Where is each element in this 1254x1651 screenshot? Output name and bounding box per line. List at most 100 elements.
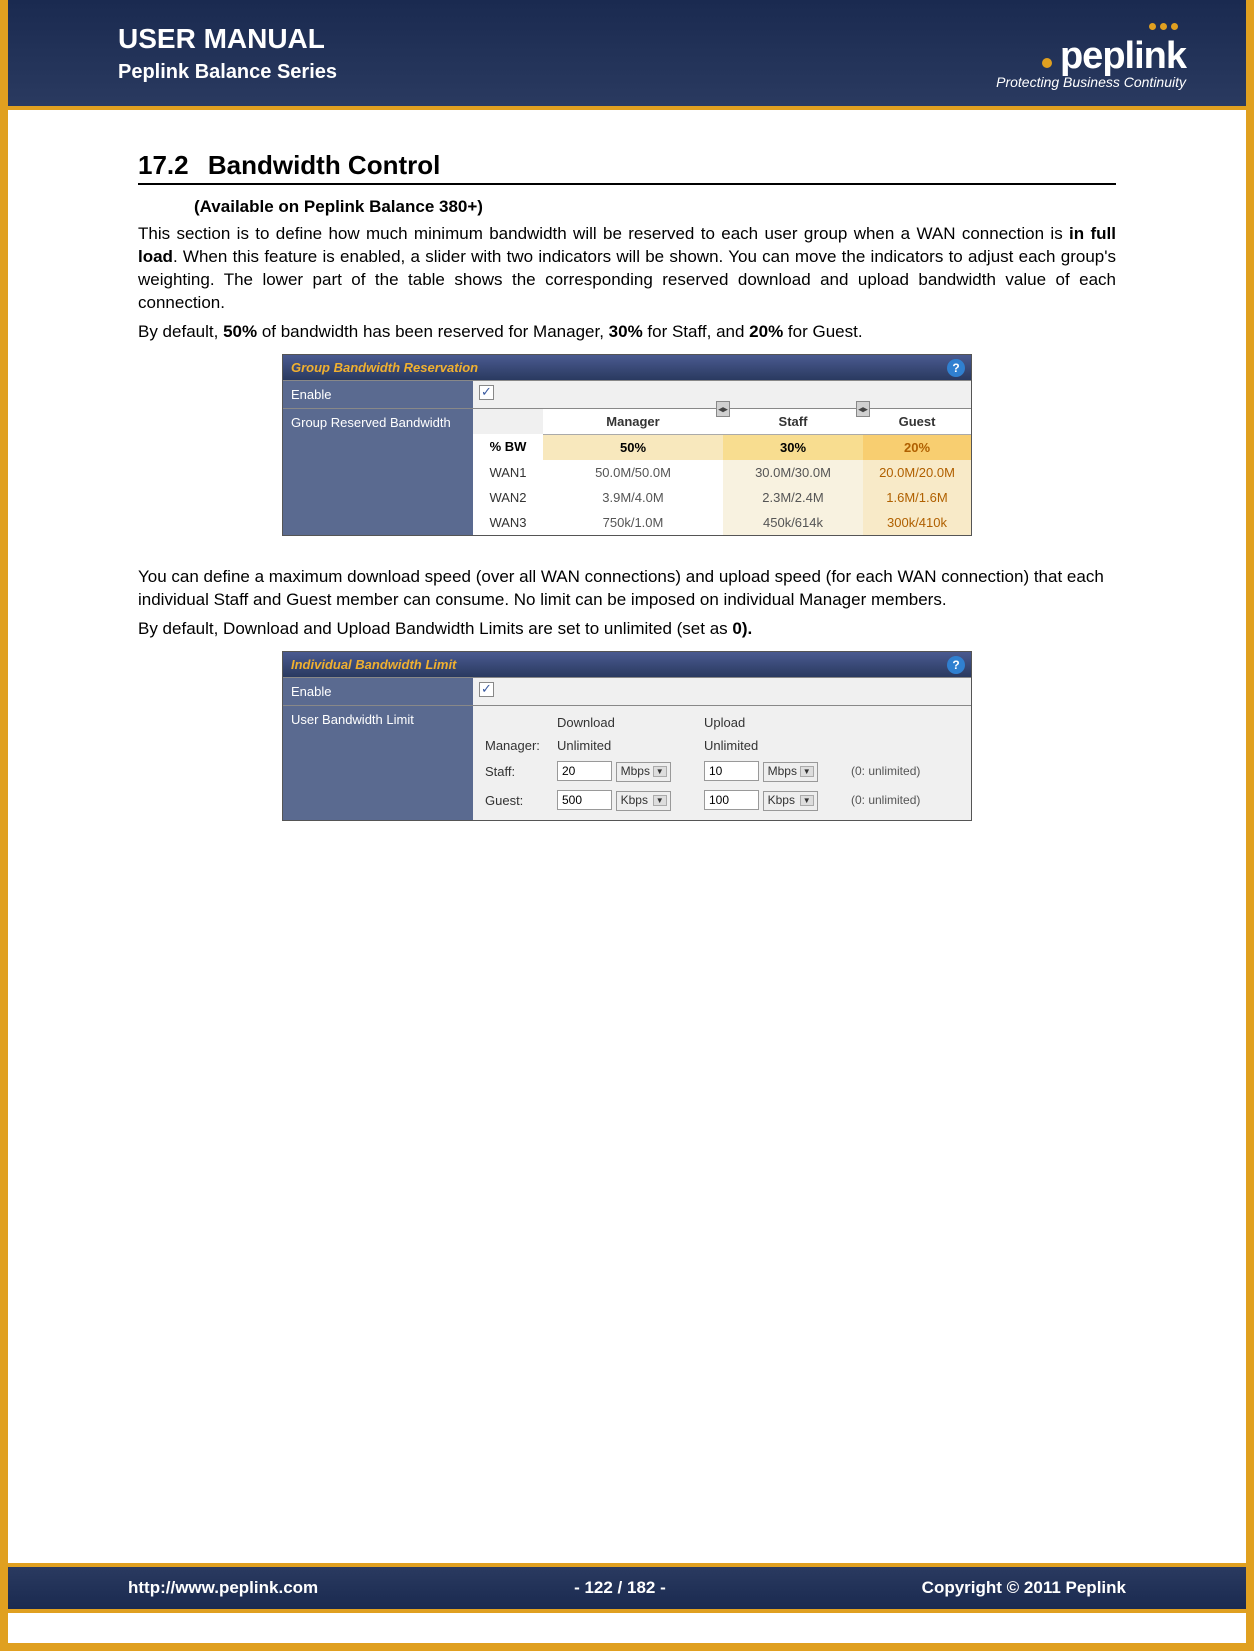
availability-note: (Available on Peplink Balance 380+) [194, 197, 1116, 217]
wan3-stf: 450k/614k [723, 510, 863, 535]
footer-copyright: Copyright © 2011 Peplink [922, 1578, 1126, 1598]
manager-dl: Unlimited [553, 735, 698, 756]
help-icon[interactable]: ? [947, 359, 965, 377]
header-title: USER MANUAL [118, 23, 337, 55]
individual-bandwidth-limit-panel: Individual Bandwidth Limit ? Enable User… [282, 651, 972, 821]
slider-grip-2[interactable]: ◂▸ [856, 401, 870, 417]
ubl-row: User Bandwidth Limit Download Upload Man… [283, 705, 971, 820]
grb-row: Group Reserved Bandwidth Manager ◂▸ Staf… [283, 408, 971, 535]
bw-table-header: Manager ◂▸ Staff ◂▸ Guest [473, 409, 971, 435]
staff-ul-input[interactable] [704, 761, 759, 781]
wan1-gst: 20.0M/20.0M [863, 460, 971, 485]
wan3-gst: 300k/410k [863, 510, 971, 535]
pct-stf: 30% [723, 434, 863, 460]
col-guest-label: Guest [899, 414, 936, 429]
logo-tagline: Protecting Business Continuity [996, 74, 1186, 90]
logo-text: peplink [1060, 35, 1186, 77]
p2-c: for Staff, and [643, 322, 749, 341]
p4-a: By default, Download and Upload Bandwidt… [138, 619, 732, 638]
panel2-title: Individual Bandwidth Limit [291, 657, 456, 672]
footer-url: http://www.peplink.com [128, 1578, 318, 1598]
help-icon[interactable]: ? [947, 656, 965, 674]
header-text: USER MANUAL Peplink Balance Series [118, 23, 337, 84]
staff-dl-unit-select[interactable]: Mbps [616, 762, 671, 782]
guest-note: (0: unlimited) [847, 787, 963, 814]
guest-label: Guest: [481, 787, 551, 814]
wan1-label: WAN1 [473, 460, 543, 485]
page-header: USER MANUAL Peplink Balance Series pepli… [8, 0, 1246, 110]
manager-ul: Unlimited [700, 735, 845, 756]
wan2-stf: 2.3M/2.4M [723, 485, 863, 510]
para1-text-a: This section is to define how much minim… [138, 224, 1069, 243]
grb-label: Group Reserved Bandwidth [283, 409, 473, 535]
header-subtitle: Peplink Balance Series [118, 61, 337, 84]
section-number: 17.2 [138, 150, 189, 180]
guest-ul-input[interactable] [704, 790, 759, 810]
bw-row-wan3: WAN3 750k/1.0M 450k/614k 300k/410k [473, 510, 971, 535]
pct-bw-label: % BW [473, 434, 543, 460]
limit-header-row: Download Upload [481, 712, 963, 733]
guest-ul-unit-select[interactable]: Kbps [763, 791, 818, 811]
logo-word: peplink [996, 35, 1186, 78]
wan2-label: WAN2 [473, 485, 543, 510]
p2-a: By default, [138, 322, 223, 341]
col-staff-label: Staff [779, 414, 808, 429]
content-area: 17.2 Bandwidth Control (Available on Pep… [8, 110, 1246, 821]
p4-bold: 0). [732, 619, 752, 638]
p2-b1: 50% [223, 322, 257, 341]
section-title: Bandwidth Control [208, 150, 441, 180]
panel1-title: Group Bandwidth Reservation [291, 360, 478, 375]
p2-d: for Guest. [783, 322, 862, 341]
paragraph-3: You can define a maximum download speed … [138, 566, 1116, 612]
wan2-mgr: 3.9M/4.0M [543, 485, 723, 510]
p2-b3: 20% [749, 322, 783, 341]
wan2-gst: 1.6M/1.6M [863, 485, 971, 510]
p2-b2: 30% [609, 322, 643, 341]
staff-label: Staff: [481, 758, 551, 785]
enable2-checkbox[interactable] [479, 682, 494, 697]
panel2-titlebar: Individual Bandwidth Limit ? [283, 652, 971, 677]
staff-note: (0: unlimited) [847, 758, 963, 785]
wan3-mgr: 750k/1.0M [543, 510, 723, 535]
pct-gst: 20% [863, 434, 971, 460]
guest-dl-input[interactable] [557, 790, 612, 810]
pct-mgr: 50% [543, 434, 723, 460]
paragraph-1: This section is to define how much minim… [138, 223, 1116, 315]
group-bandwidth-reservation-panel: Group Bandwidth Reservation ? Enable Gro… [282, 354, 972, 536]
para1-text-b: . When this feature is enabled, a slider… [138, 247, 1116, 312]
col-guest: ◂▸ Guest [863, 409, 971, 435]
footer-page: - 122 / 182 - [574, 1578, 666, 1598]
enable-label: Enable [283, 381, 473, 408]
manager-label: Manager: [481, 735, 551, 756]
slider-grip-1[interactable]: ◂▸ [716, 401, 730, 417]
logo-block: peplink Protecting Business Continuity [996, 17, 1186, 90]
col-upload: Upload [700, 712, 845, 733]
logo-dots-icon [1147, 17, 1180, 35]
wan1-stf: 30.0M/30.0M [723, 460, 863, 485]
staff-dl-input[interactable] [557, 761, 612, 781]
page-footer: http://www.peplink.com - 122 / 182 - Cop… [8, 1563, 1246, 1613]
grb-value: Manager ◂▸ Staff ◂▸ Guest % BW [473, 409, 971, 535]
col-staff: ◂▸ Staff [723, 409, 863, 435]
limit-table: Download Upload Manager: Unlimited Unlim… [479, 710, 965, 816]
bandwidth-table: Manager ◂▸ Staff ◂▸ Guest % BW [473, 409, 971, 535]
staff-ul-unit-select[interactable]: Mbps [763, 762, 818, 782]
guest-dl-unit-select[interactable]: Kbps [616, 791, 671, 811]
paragraph-4: By default, Download and Upload Bandwidt… [138, 618, 1116, 641]
section-heading: 17.2 Bandwidth Control [138, 150, 1116, 185]
enable2-row: Enable [283, 677, 971, 705]
enable2-value [473, 678, 971, 705]
staff-row: Staff: Mbps Mbps (0: unlimited) [481, 758, 963, 785]
guest-row: Guest: Kbps Kbps (0: unlimited) [481, 787, 963, 814]
manager-row: Manager: Unlimited Unlimited [481, 735, 963, 756]
bw-row-wan2: WAN2 3.9M/4.0M 2.3M/2.4M 1.6M/1.6M [473, 485, 971, 510]
ubl-label: User Bandwidth Limit [283, 706, 473, 820]
enable2-label: Enable [283, 678, 473, 705]
p2-b: of bandwidth has been reserved for Manag… [257, 322, 609, 341]
bw-pct-row: % BW 50% 30% 20% [473, 434, 971, 460]
ubl-value: Download Upload Manager: Unlimited Unlim… [473, 706, 971, 820]
bw-row-wan1: WAN1 50.0M/50.0M 30.0M/30.0M 20.0M/20.0M [473, 460, 971, 485]
panel1-titlebar: Group Bandwidth Reservation ? [283, 355, 971, 380]
enable-checkbox[interactable] [479, 385, 494, 400]
wan3-label: WAN3 [473, 510, 543, 535]
